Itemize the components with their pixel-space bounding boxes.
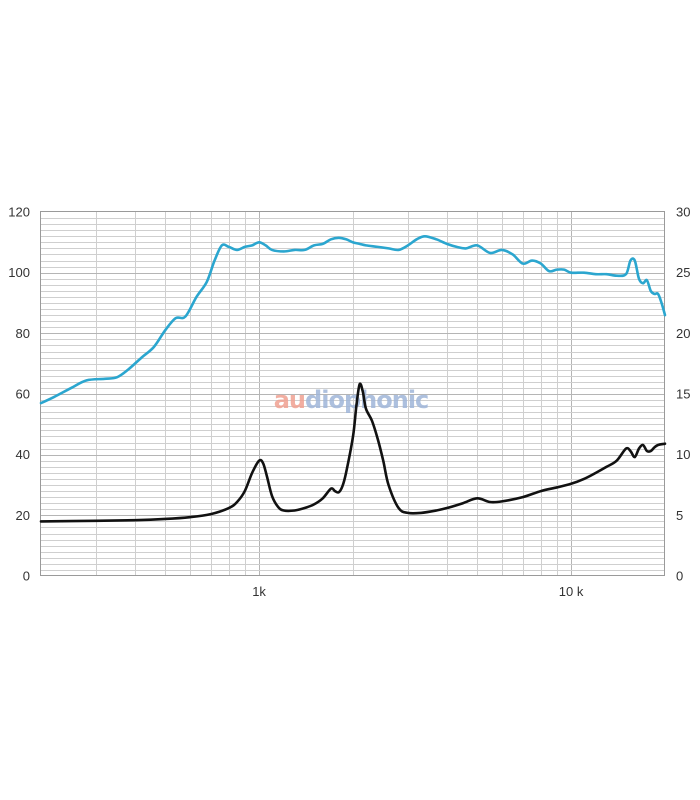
y-tick-label-right: 25 [676,265,690,280]
axes: 0 20 40 60 80 100 120 0 5 10 15 20 25 30 1k 10 k [8,205,690,600]
y-tick-label-left: 100 [8,265,30,280]
series-line-impedance [39,382,667,523]
grid [41,212,665,576]
y-tick-label-right: 15 [676,387,690,402]
series-line-spl [39,234,667,405]
series-lines [39,234,667,523]
y-tick-label-left: 20 [16,508,30,523]
x-tick-label: 10 k [559,584,584,599]
y-tick-label-left: 80 [16,326,30,341]
y-tick-label-right: 5 [676,508,683,523]
y-tick-label-left: 0 [23,569,30,584]
y-tick-label-left: 60 [16,387,30,402]
y-tick-label-left: 120 [8,205,30,220]
watermark-text: audiophonic [274,386,429,414]
y-tick-label-right: 0 [676,569,683,584]
y-tick-label-right: 30 [676,205,690,220]
x-tick-label: 1k [252,584,266,599]
y-tick-label-right: 10 [676,447,690,462]
y-tick-label-right: 20 [676,326,690,341]
plot-frame [40,211,665,576]
y-tick-label-left: 40 [16,447,30,462]
watermark-logo: audiophonic [274,386,430,414]
